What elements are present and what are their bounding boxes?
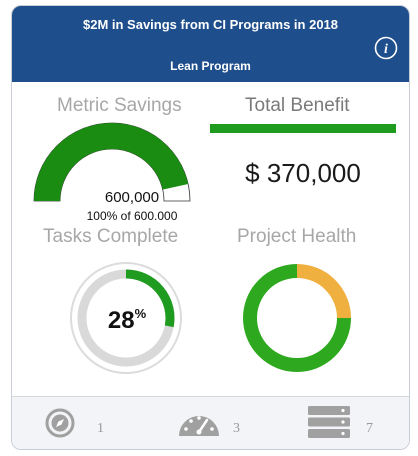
tasks-complete-title: Tasks Complete <box>43 226 179 247</box>
project-health-title: Project Health <box>237 226 357 247</box>
gauge-fill <box>34 123 189 201</box>
total-benefit-bar <box>210 124 396 133</box>
tasks-progress-arc <box>125 269 175 328</box>
tasks-percent-sign: % <box>134 306 147 321</box>
footer-count-servers: 7 <box>366 421 373 436</box>
project-health-donut <box>243 264 351 372</box>
header-title: $2M in Savings from CI Programs in 2018 <box>82 17 339 32</box>
compass-icon <box>45 408 75 438</box>
metric-savings-title: Metric Savings <box>57 95 182 116</box>
metric-savings-subtext: 100% of 600.000 <box>86 209 178 223</box>
total-benefit-title: Total Benefit <box>245 95 350 116</box>
health-segment-0 <box>296 264 351 319</box>
total-benefit-value: $ 370,000 <box>245 158 361 188</box>
info-icon[interactable]: i <box>374 36 398 60</box>
card-footer: 1 3 7 <box>12 396 409 449</box>
svg-text:i: i <box>384 42 388 57</box>
footer-count-compass: 1 <box>97 421 104 436</box>
header-subtitle: Lean Program <box>170 59 251 73</box>
card-header: $2M in Savings from CI Programs in 2018 … <box>12 6 409 82</box>
tasks-percent: 28% <box>87 306 167 335</box>
dashboard-card: $2M in Savings from CI Programs in 2018 … <box>11 5 410 450</box>
health-segment-1 <box>243 264 351 372</box>
footer-item-speedometer[interactable]: 3 <box>172 405 252 445</box>
footer-count-speedometer: 3 <box>233 421 240 436</box>
tasks-percent-number: 28 <box>107 307 135 334</box>
tasks-complete-ring <box>70 262 182 374</box>
tasks-outer-ring <box>70 262 182 374</box>
footer-item-compass[interactable]: 1 <box>42 405 112 445</box>
metric-savings-gauge <box>33 122 191 202</box>
speedometer-icon <box>179 416 219 436</box>
server-stack-icon <box>308 406 350 438</box>
metric-savings-value: 600,000 <box>104 189 160 206</box>
footer-item-servers[interactable]: 7 <box>308 405 388 445</box>
